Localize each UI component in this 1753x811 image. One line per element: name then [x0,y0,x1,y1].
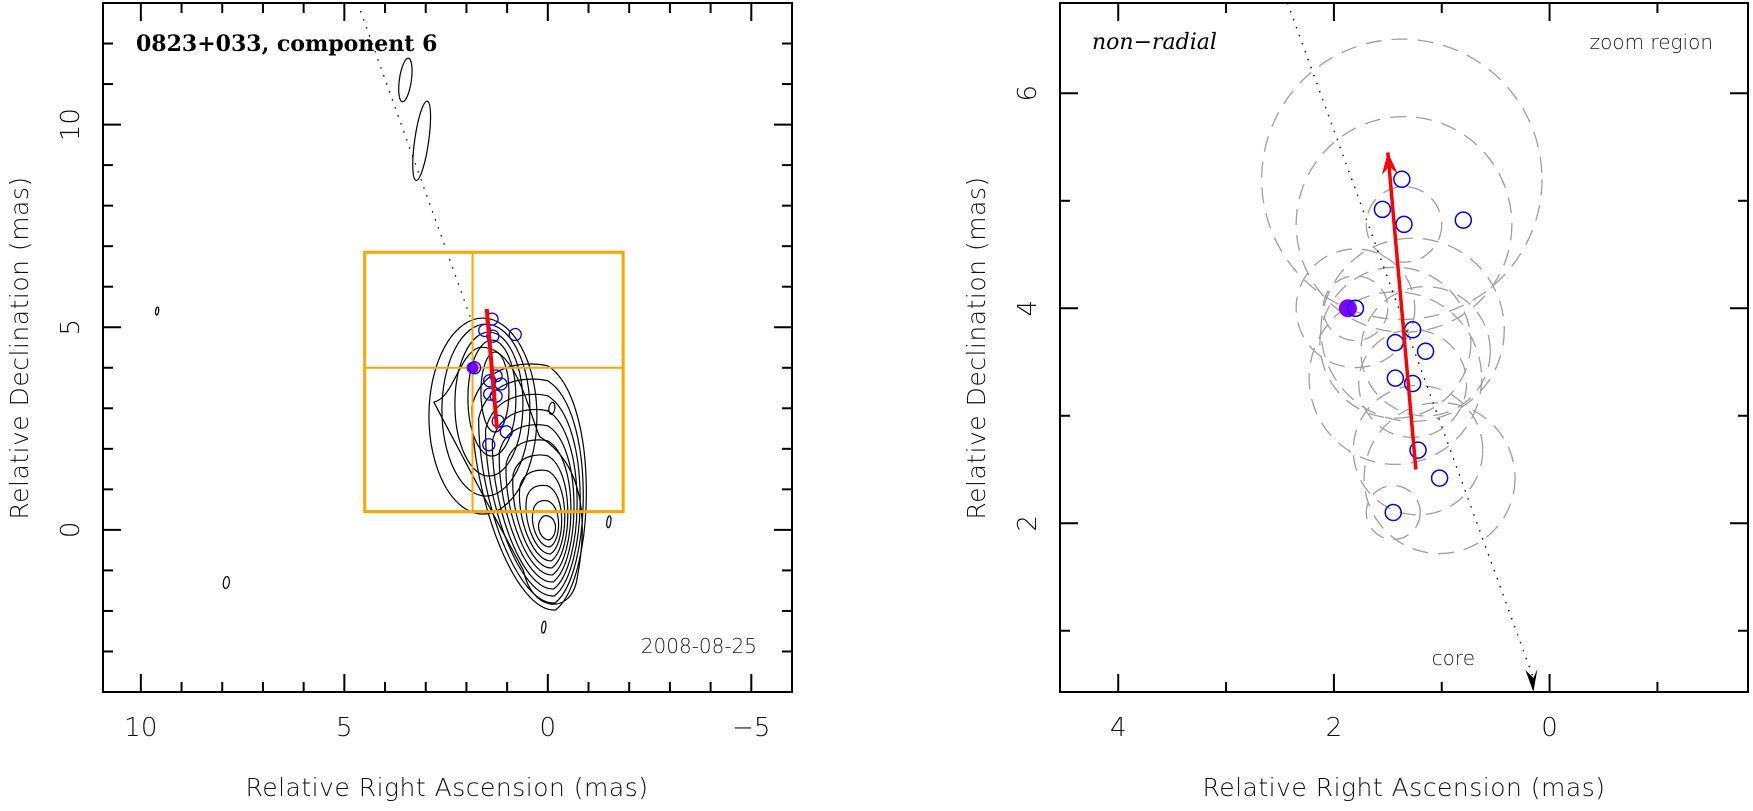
contour-level [480,351,510,433]
data-point [486,329,500,343]
error-circle [1320,237,1505,423]
right-panel: 4 2 0 2 4 6 non−radial zoom region core Relat… [962,2,1749,802]
y-axis-label: Relative Declination (mas) [5,176,34,519]
data-point [1430,469,1449,487]
plot-frame [1059,2,1749,693]
contour-island [540,620,547,634]
x-tick-label: −5 [732,713,770,743]
data-point [482,438,496,452]
zoom-box-rect [363,250,625,514]
data-point [1409,441,1427,459]
data-point [1454,211,1473,229]
axis-ticks: 4 2 0 2 4 6 [1013,3,1748,743]
error-circles [1261,38,1543,555]
contour-outer [432,346,583,605]
y-tick-label: 4 [1013,300,1043,317]
chart-title: 0823+033, component 6 [136,31,437,57]
contour-level [505,439,572,576]
x-axis-label: Relative Right Ascension (mas) [1202,773,1605,802]
zoom-region-box [363,250,625,514]
contour-island [222,576,230,590]
data-point [1384,503,1402,522]
data-point [508,327,522,342]
ridge-line-dotted [360,10,474,324]
motion-vector [1381,152,1418,470]
contour-level [518,469,566,562]
x-axis-label: Relative Right Ascension (mas) [245,773,648,802]
data-point [467,361,482,375]
contour-level [498,424,575,583]
error-circle [1363,401,1516,555]
arrow-shaft [1386,152,1418,470]
data-point [1373,200,1392,219]
error-circle [1322,275,1389,342]
epoch-label: 2008-08-25 [641,634,757,658]
data-point [1395,215,1413,234]
contour-level [491,408,578,590]
error-circle [1261,38,1543,321]
data-point [1346,299,1365,318]
core-label: core [1432,646,1475,670]
contour-island [412,100,432,182]
y-tick-label: 0 [56,522,86,539]
core-arrowhead-icon [1525,669,1538,692]
contour-island [548,401,556,415]
x-tick-label: 4 [1110,713,1127,743]
contour-level [537,515,557,541]
x-tick-label: 0 [1541,713,1558,743]
contour-level [428,317,538,515]
contour-island [154,306,160,316]
error-circle [1365,186,1443,263]
left-panel: 10 5 0 −5 0 5 10 0823+033, component 6 2008-08… [5,2,793,802]
contour-level [467,339,517,457]
error-circle [1295,248,1416,369]
motion-vector [484,308,499,429]
data-point [1393,170,1411,189]
data-point [499,425,513,439]
y-axis-label: Relative Declination (mas) [962,176,991,519]
x-tick-label: 2 [1326,713,1343,743]
contour-island [398,57,413,103]
contour-level [478,378,584,604]
y-tick-label: 10 [56,108,86,141]
error-circle [1295,115,1513,333]
error-circle [1360,285,1491,417]
y-tick-label: 2 [1013,515,1043,532]
y-tick-label: 6 [1013,85,1043,102]
contour-level [512,454,569,569]
non-radial-label: non−radial [1092,30,1217,55]
error-circle [1319,266,1472,419]
arrowhead-icon [1381,152,1398,176]
ridge-line [1286,2,1538,692]
x-tick-label: 5 [336,713,353,743]
arrow-shaft [484,308,499,429]
error-circle [1308,291,1483,466]
data-point [1386,369,1405,387]
zoom-region-label: zoom region [1590,30,1713,54]
x-tick-label: 10 [124,713,157,743]
plot-frame [102,2,793,693]
x-tick-label: 0 [540,713,557,743]
data-point [1416,342,1435,361]
data-point [1386,333,1405,352]
axis-ticks: 10 5 0 −5 0 5 10 [56,2,793,743]
data-point [1403,374,1422,393]
error-circle [1352,384,1484,516]
contour-island [606,515,612,529]
y-tick-label: 5 [56,319,86,336]
contour-level [531,499,560,548]
contour-map [154,57,612,634]
error-circle [1365,484,1421,541]
ridge-line [360,10,474,324]
ridge-line-dotted [1286,2,1535,679]
contour-level [525,484,563,555]
